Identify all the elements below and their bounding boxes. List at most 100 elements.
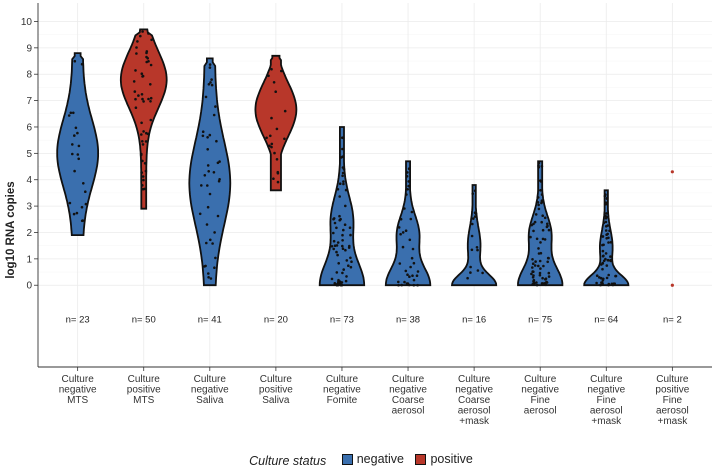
data-point bbox=[545, 225, 549, 229]
data-point bbox=[539, 180, 543, 183]
data-point bbox=[81, 219, 85, 222]
data-point bbox=[340, 283, 344, 287]
data-point bbox=[411, 247, 415, 251]
data-point bbox=[336, 253, 339, 257]
data-point bbox=[201, 130, 205, 133]
data-point bbox=[543, 216, 547, 220]
data-point bbox=[332, 217, 335, 221]
data-point bbox=[350, 260, 353, 264]
data-point bbox=[274, 90, 278, 93]
data-point bbox=[609, 258, 613, 262]
x-tick-label-10: Culture positive Fine aerosol +mask bbox=[655, 374, 689, 427]
data-point bbox=[71, 152, 74, 156]
data-point bbox=[136, 40, 139, 43]
data-point bbox=[530, 272, 533, 276]
data-point bbox=[532, 270, 535, 274]
data-point bbox=[342, 228, 345, 232]
data-point bbox=[341, 247, 345, 250]
x-tick-label-line: Culture bbox=[260, 374, 293, 385]
data-point bbox=[212, 171, 216, 174]
legend-swatch-negative bbox=[341, 453, 353, 465]
data-point bbox=[335, 226, 338, 230]
data-point bbox=[604, 220, 608, 224]
data-point bbox=[343, 223, 347, 226]
x-tick-label-line: Culture bbox=[524, 374, 557, 385]
data-point bbox=[544, 278, 547, 281]
legend-item-positive: positive bbox=[415, 452, 473, 466]
data-point bbox=[139, 153, 143, 157]
x-tick-label-1: Culture negative MTS bbox=[59, 374, 97, 406]
data-point bbox=[206, 148, 209, 151]
data-point bbox=[140, 93, 144, 96]
data-point bbox=[601, 267, 604, 271]
data-point bbox=[397, 280, 400, 284]
data-point bbox=[332, 247, 336, 251]
data-point bbox=[76, 153, 80, 156]
data-point bbox=[532, 229, 535, 233]
n-label-10: n= 2 bbox=[663, 315, 682, 326]
x-tick-label-line: Culture bbox=[194, 374, 227, 385]
data-point bbox=[537, 207, 541, 211]
x-tick-label-line: +mask bbox=[657, 416, 688, 427]
data-point bbox=[600, 263, 603, 266]
data-point bbox=[276, 180, 280, 184]
data-point bbox=[605, 264, 609, 267]
data-point bbox=[349, 233, 352, 237]
data-point bbox=[198, 212, 202, 216]
data-point bbox=[84, 202, 88, 206]
data-point-1 bbox=[670, 170, 674, 174]
data-point bbox=[283, 109, 287, 113]
data-point bbox=[270, 142, 274, 146]
data-point bbox=[208, 133, 212, 137]
data-point bbox=[471, 192, 475, 196]
data-point bbox=[203, 174, 207, 177]
x-tick-label-line: negative bbox=[389, 385, 427, 396]
data-point bbox=[141, 159, 144, 163]
data-point bbox=[534, 260, 537, 263]
violin-8 bbox=[517, 160, 564, 287]
data-point bbox=[134, 106, 138, 109]
data-point bbox=[614, 274, 618, 278]
x-tick-label-line: negative bbox=[521, 385, 559, 396]
x-tick-label-line: negative bbox=[455, 385, 493, 396]
data-point bbox=[82, 182, 85, 185]
data-point bbox=[335, 271, 339, 274]
data-point bbox=[406, 171, 409, 174]
data-point bbox=[541, 237, 545, 241]
x-tick-label-4: Culture positive Saliva bbox=[259, 374, 293, 406]
data-point bbox=[206, 205, 210, 209]
data-point bbox=[204, 264, 207, 268]
data-point bbox=[540, 201, 543, 205]
data-point bbox=[547, 256, 550, 260]
data-point bbox=[603, 194, 607, 198]
data-point bbox=[473, 215, 477, 218]
x-tick-label-line: aerosol bbox=[524, 406, 557, 417]
data-point bbox=[535, 281, 538, 284]
data-point bbox=[476, 269, 480, 272]
data-point bbox=[540, 220, 543, 224]
data-point bbox=[541, 282, 545, 285]
data-point bbox=[275, 127, 279, 131]
data-point bbox=[342, 180, 345, 183]
data-point bbox=[347, 264, 350, 268]
data-point bbox=[208, 66, 212, 69]
data-point bbox=[214, 105, 217, 108]
data-point bbox=[268, 144, 271, 148]
data-point bbox=[332, 239, 336, 243]
data-point bbox=[537, 161, 541, 165]
legend-label-negative: negative bbox=[356, 452, 404, 466]
data-point bbox=[146, 132, 150, 136]
data-point bbox=[209, 277, 213, 280]
data-point bbox=[333, 221, 337, 225]
data-point bbox=[595, 281, 598, 285]
data-point bbox=[209, 238, 212, 242]
data-point bbox=[212, 113, 216, 117]
data-point bbox=[75, 211, 79, 215]
data-point bbox=[535, 283, 539, 287]
data-point bbox=[473, 189, 477, 192]
data-point bbox=[341, 271, 344, 275]
data-point bbox=[533, 264, 537, 267]
data-point bbox=[607, 241, 610, 244]
data-point bbox=[80, 62, 84, 66]
data-point bbox=[134, 69, 137, 72]
